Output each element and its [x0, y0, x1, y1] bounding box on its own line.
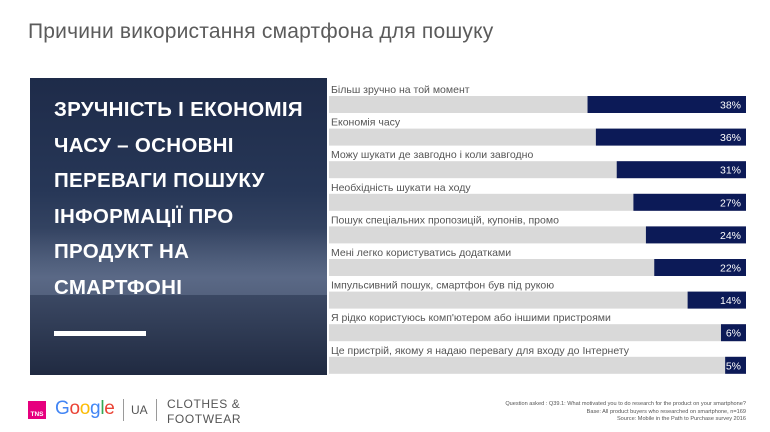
- hero-headline: ЗРУЧНІСТЬ І ЕКОНОМІЯ ЧАСУ – ОСНОВНІ ПЕРЕ…: [54, 98, 303, 299]
- category-label: Більш зручно на той момент: [331, 84, 470, 96]
- bar-value-label: 14%: [720, 295, 741, 307]
- bar-value-label: 24%: [720, 230, 741, 242]
- category-label: CLOTHES & FOOTWEAR: [167, 397, 242, 426]
- google-logo-letter: o: [79, 398, 91, 419]
- bar: [595, 128, 746, 146]
- bar-value-label: 5%: [726, 360, 741, 372]
- bar-track: [329, 291, 746, 309]
- google-logo: Google: [55, 398, 115, 420]
- category-label: Імпульсивний пошук, смартфон був під рук…: [331, 280, 554, 292]
- bar-track: [329, 259, 746, 276]
- question-note: Question asked : Q39.1: What motivated y…: [505, 401, 746, 407]
- category-label: Економія часу: [331, 117, 401, 129]
- hero-panel: ЗРУЧНІСТЬ І ЕКОНОМІЯ ЧАСУ – ОСНОВНІ ПЕРЕ…: [30, 78, 327, 375]
- category-label: Пошук спеціальних пропозицій, купонів, п…: [331, 214, 559, 226]
- bar-value-label: 38%: [720, 100, 741, 112]
- hero-accent-line: [54, 331, 146, 336]
- google-logo-letter: g: [90, 398, 101, 419]
- bar: [633, 193, 746, 211]
- footer-divider: [156, 399, 157, 421]
- bar: [616, 161, 746, 179]
- bar: [654, 259, 746, 276]
- source-note: Source: Mobile in the Path to Purchase s…: [616, 416, 746, 423]
- google-logo-letter: G: [55, 398, 70, 419]
- bar: [720, 324, 746, 342]
- region-label: UA: [131, 403, 148, 417]
- page-title: Причини використання смартфона для пошук…: [28, 20, 494, 43]
- category-label: Це пристрій, якому я надаю перевагу для …: [331, 345, 630, 357]
- category-label: Мені легко користуватись додатками: [331, 247, 511, 259]
- bar: [645, 226, 746, 244]
- bar-track: [329, 226, 746, 244]
- footnotes: Question asked : Q39.1: What motivated y…: [505, 401, 746, 424]
- tns-logo: TNS: [28, 401, 46, 419]
- base-note: Base: All product buyers who researched …: [586, 408, 746, 415]
- google-logo-letter: l: [100, 398, 105, 419]
- bar: [725, 356, 746, 374]
- category-label: Можу шукати де завгодно і коли завгодно: [331, 149, 533, 161]
- bar-value-label: 31%: [720, 165, 741, 177]
- bar: [587, 96, 746, 113]
- category-label: Я рідко користуюсь комп'ютером або іншим…: [331, 312, 611, 324]
- bar: [687, 291, 746, 309]
- bar-value-label: 36%: [720, 132, 741, 144]
- footer-divider: [123, 399, 124, 421]
- bar-value-label: 6%: [726, 328, 741, 340]
- bar-value-label: 27%: [720, 197, 741, 209]
- bar-track: [329, 324, 746, 342]
- bar-value-label: 22%: [720, 263, 741, 275]
- bar-track: [329, 356, 746, 374]
- google-logo-letter: e: [104, 398, 115, 419]
- google-logo-letter: o: [69, 398, 80, 419]
- category-label: Необхідність шукати на ходу: [331, 182, 471, 194]
